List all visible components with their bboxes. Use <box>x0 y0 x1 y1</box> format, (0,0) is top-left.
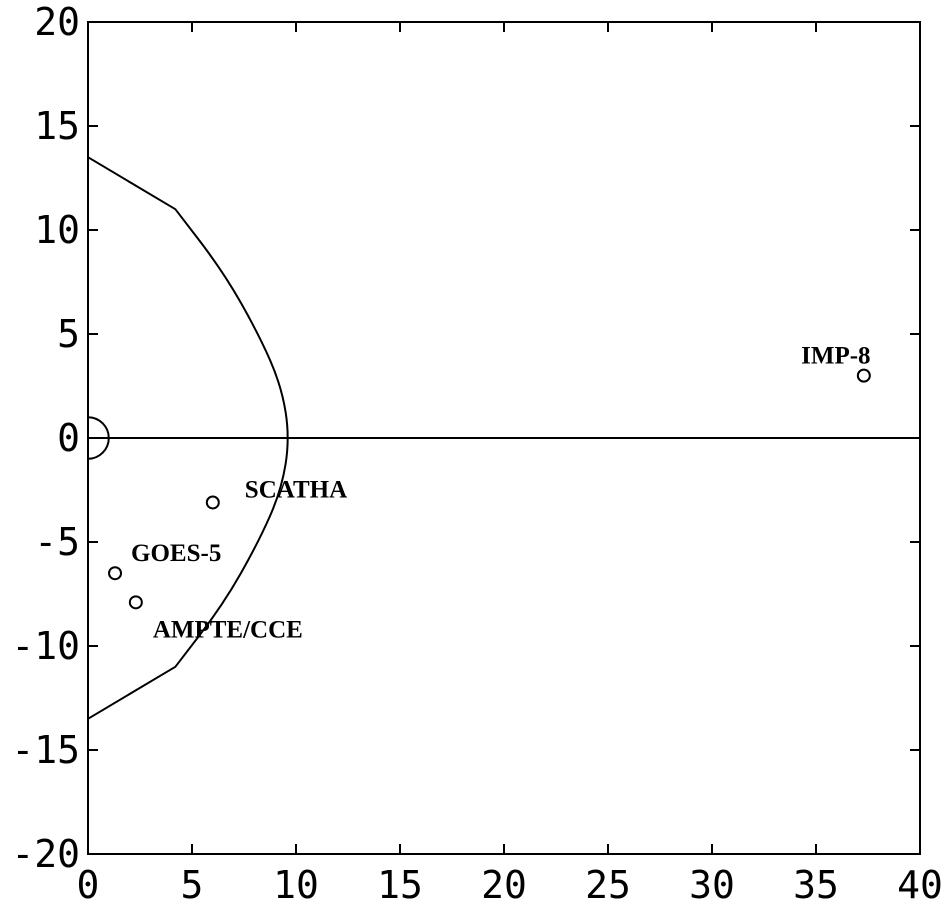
y-tick-label: -15 <box>11 728 80 772</box>
satellite-point <box>108 566 123 581</box>
satellite-label: GOES-5 <box>131 540 221 567</box>
satellite-label: IMP-8 <box>801 343 870 370</box>
y-tick-label: -5 <box>34 520 80 564</box>
magnetopause-boundary-curve <box>87 156 289 720</box>
satellite-label: SCATHA <box>245 476 347 503</box>
earth-semicircle <box>87 416 110 460</box>
satellite-point <box>856 368 871 383</box>
y-tick-label: 0 <box>57 416 80 460</box>
y-tick-label: 15 <box>34 104 80 148</box>
x-tick-label: 15 <box>377 863 423 907</box>
y-tick-label: 5 <box>57 312 80 356</box>
x-tick-label: 30 <box>689 863 735 907</box>
satellite-points: IMP-8 SCATHA GOES-5 AMPTE/CCE <box>108 343 871 643</box>
x-tick-label: 0 <box>77 863 100 907</box>
y-tick-label: -10 <box>11 624 80 668</box>
satellite-point <box>205 495 220 510</box>
x-tick-label: 25 <box>585 863 631 907</box>
y-tick-labels: 20 15 10 5 0 -5 -10 -15 -20 <box>11 0 80 876</box>
x-tick-label: 5 <box>181 863 204 907</box>
x-tick-label: 20 <box>481 863 527 907</box>
satellite-point <box>128 595 143 610</box>
x-tick-label: 10 <box>273 863 319 907</box>
y-tick-label: 10 <box>34 208 80 252</box>
x-tick-labels: 0 5 10 15 20 25 30 35 40 <box>77 863 943 907</box>
x-tick-label: 40 <box>897 863 943 907</box>
y-tick-label: 20 <box>34 0 80 44</box>
satellite-label: AMPTE/CCE <box>153 616 303 643</box>
x-tick-label: 35 <box>793 863 839 907</box>
y-tick-label: -20 <box>11 832 80 876</box>
